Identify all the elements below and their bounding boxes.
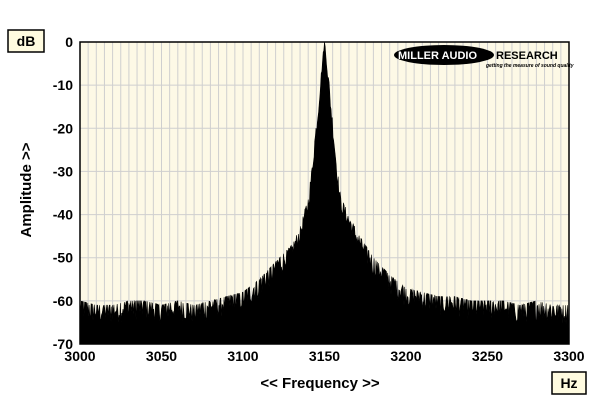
y-tick-label: -50 [53,250,73,266]
x-tick-label: 3050 [146,348,177,364]
x-tick-label: 3150 [309,348,340,364]
y-axis-title: Amplitude >> [18,142,35,237]
y-tick-label: -30 [53,163,73,179]
y-tick-label: -40 [53,207,73,223]
x-unit-label: Hz [560,375,577,391]
miller-audio-research-logo: MILLER AUDIO RESEARCH getting the measur… [394,45,574,69]
x-tick-label: 3100 [227,348,258,364]
x-axis-title: << Frequency >> [260,375,379,392]
logo-brand-main: MILLER AUDIO [398,50,477,62]
plot-frame [79,41,570,345]
y-tick-label: -20 [53,120,73,136]
logo-brand-rest: RESEARCH [496,50,558,62]
x-tick-label: 3300 [553,348,584,364]
y-unit-label: dB [17,33,36,49]
y-tick-label: 0 [65,34,73,50]
y-tick-label: -10 [53,77,73,93]
logo-tagline: getting the measure of sound quality [485,63,574,69]
x-tick-label: 3250 [472,348,503,364]
y-tick-label: -70 [53,336,73,352]
x-tick-label: 3000 [64,348,95,364]
x-unit-box: Hz [551,371,587,395]
y-unit-box: dB [7,29,45,53]
x-tick-label: 3200 [390,348,421,364]
axis-ticks: 3000 3050 3100 3150 3200 3250 3300 0 -10 -20 -30 -4… [53,34,585,364]
y-tick-label: -60 [53,293,73,309]
